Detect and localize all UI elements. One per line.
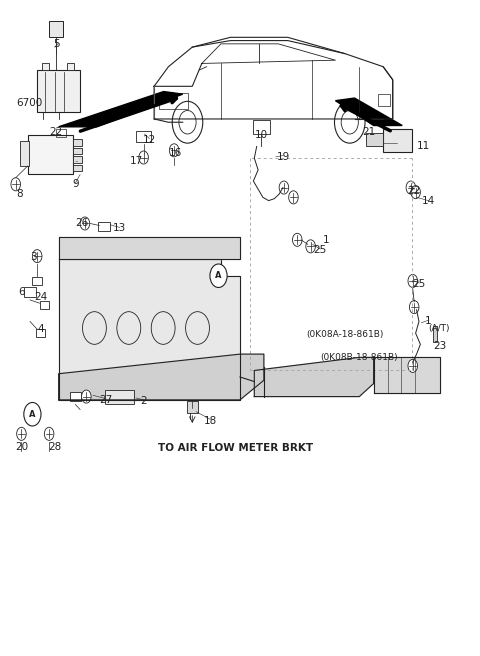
Text: 20: 20: [15, 442, 28, 452]
Text: 1: 1: [425, 316, 432, 327]
Text: 28: 28: [48, 442, 61, 452]
Text: 23: 23: [433, 341, 446, 352]
Bar: [159, 93, 188, 109]
Bar: [161, 92, 173, 99]
Circle shape: [139, 151, 148, 164]
Bar: [433, 326, 437, 342]
Bar: [49, 21, 63, 37]
Text: 5: 5: [53, 39, 60, 49]
Polygon shape: [254, 358, 373, 397]
Text: 11: 11: [417, 142, 431, 152]
Text: 12: 12: [143, 135, 156, 145]
Text: A: A: [215, 271, 222, 280]
Text: 18: 18: [204, 416, 217, 426]
Bar: [33, 277, 42, 285]
Text: 19: 19: [276, 152, 289, 162]
Text: TO AIR FLOW METER BRKT: TO AIR FLOW METER BRKT: [157, 443, 313, 453]
Circle shape: [80, 217, 90, 230]
Circle shape: [24, 403, 41, 426]
Circle shape: [292, 234, 302, 247]
Text: 22: 22: [49, 127, 63, 137]
Circle shape: [288, 191, 298, 204]
Text: 25: 25: [412, 279, 426, 289]
Polygon shape: [373, 358, 441, 394]
Text: 2: 2: [140, 396, 147, 406]
Bar: [24, 287, 36, 297]
Polygon shape: [59, 354, 264, 400]
Text: 14: 14: [422, 195, 435, 205]
Text: 9: 9: [72, 179, 79, 190]
Bar: [36, 329, 45, 337]
Text: 27: 27: [99, 395, 112, 405]
Bar: [73, 148, 82, 154]
Text: 21: 21: [362, 127, 375, 137]
Polygon shape: [336, 98, 402, 125]
Bar: [136, 131, 151, 142]
Text: 4: 4: [37, 324, 44, 335]
Circle shape: [82, 390, 91, 403]
Bar: [187, 401, 199, 413]
Text: 16: 16: [169, 148, 182, 158]
Circle shape: [44, 427, 54, 440]
Circle shape: [11, 178, 21, 191]
Circle shape: [408, 359, 418, 373]
Text: A: A: [29, 410, 36, 419]
Text: (0K08B-18-861B): (0K08B-18-861B): [321, 353, 398, 362]
Bar: [39, 301, 49, 309]
Circle shape: [411, 186, 420, 199]
Bar: [73, 165, 82, 171]
Text: 10: 10: [255, 131, 268, 140]
Bar: [37, 70, 80, 112]
Circle shape: [306, 240, 315, 253]
Circle shape: [408, 274, 418, 287]
Text: 26: 26: [75, 218, 88, 228]
Bar: [106, 390, 134, 405]
Bar: [70, 392, 81, 401]
Text: 13: 13: [113, 223, 126, 233]
Bar: [366, 133, 383, 146]
Polygon shape: [59, 92, 183, 127]
Circle shape: [409, 300, 419, 314]
Text: 1: 1: [323, 235, 329, 245]
Circle shape: [17, 427, 26, 440]
Bar: [98, 222, 110, 232]
Text: (0K08A-18-861B): (0K08A-18-861B): [306, 330, 384, 339]
Circle shape: [169, 144, 179, 157]
Bar: [42, 64, 49, 70]
Text: 17: 17: [129, 156, 143, 167]
Bar: [28, 135, 73, 174]
Bar: [21, 141, 29, 166]
Text: 6: 6: [18, 287, 25, 297]
Bar: [67, 64, 74, 70]
Polygon shape: [59, 237, 240, 259]
Circle shape: [210, 264, 227, 287]
Bar: [378, 94, 390, 106]
Bar: [73, 156, 82, 163]
Bar: [253, 120, 270, 134]
Text: 6700: 6700: [16, 98, 42, 108]
Text: 25: 25: [313, 245, 327, 255]
Bar: [383, 129, 412, 152]
Bar: [56, 129, 66, 136]
Circle shape: [33, 250, 42, 262]
Text: (A/T): (A/T): [429, 323, 450, 333]
Text: 24: 24: [34, 292, 47, 302]
Text: 8: 8: [16, 189, 23, 199]
Circle shape: [406, 181, 416, 194]
Circle shape: [279, 181, 288, 194]
Text: 22: 22: [408, 186, 421, 196]
Bar: [73, 139, 82, 146]
Polygon shape: [59, 259, 240, 400]
Text: 3: 3: [31, 253, 37, 262]
